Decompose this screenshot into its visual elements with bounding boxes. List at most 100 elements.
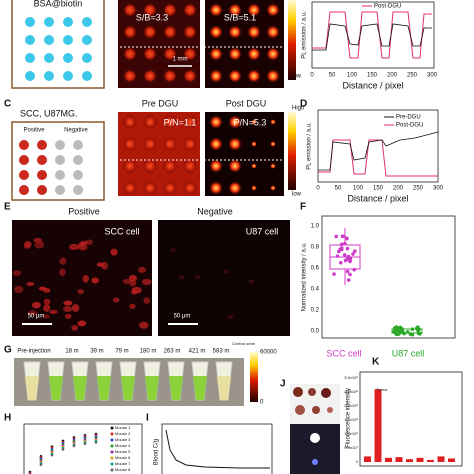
cell bbox=[112, 297, 120, 303]
urine bbox=[73, 376, 87, 400]
dot bbox=[25, 71, 35, 81]
panel-label: K bbox=[372, 357, 380, 368]
spot bbox=[123, 47, 137, 61]
point bbox=[346, 278, 351, 282]
spot bbox=[163, 3, 177, 17]
point bbox=[39, 463, 43, 466]
colorbar-label: low bbox=[292, 74, 302, 80]
cell bbox=[139, 321, 149, 329]
y-tick-label: 2.0x10⁸ bbox=[344, 403, 358, 408]
cell bbox=[38, 286, 47, 291]
spot bbox=[163, 181, 177, 195]
point bbox=[415, 325, 420, 329]
spot bbox=[183, 159, 197, 173]
cell bbox=[129, 303, 136, 310]
legend-label: Post-DGU bbox=[374, 4, 401, 10]
spot bbox=[209, 115, 223, 129]
cell bbox=[248, 279, 255, 284]
spot bbox=[251, 185, 257, 191]
dot bbox=[55, 170, 65, 180]
point bbox=[348, 258, 353, 263]
organ bbox=[327, 407, 333, 413]
legend-swatch bbox=[110, 438, 114, 442]
negative-label: Negative bbox=[197, 206, 233, 216]
point bbox=[353, 249, 357, 253]
dot bbox=[55, 185, 65, 195]
x-tick-label: 100 bbox=[347, 73, 358, 79]
axes bbox=[317, 109, 439, 183]
cells bbox=[12, 237, 255, 331]
cell bbox=[227, 315, 234, 320]
cell bbox=[59, 268, 66, 277]
cyan-dots bbox=[25, 17, 92, 81]
spot bbox=[270, 119, 276, 125]
y-tick-label: 2.5x10⁸ bbox=[344, 389, 358, 394]
panel-label: H bbox=[4, 413, 11, 424]
dot bbox=[19, 155, 29, 165]
spot bbox=[163, 25, 177, 39]
time-label: 39 m bbox=[90, 349, 103, 355]
spot bbox=[228, 137, 242, 151]
legend-label: Mouse 3 bbox=[115, 437, 131, 442]
panel-title: SCC, U87MG. bbox=[20, 108, 78, 118]
y-axis-label: Blood C/g bbox=[154, 439, 160, 465]
spot bbox=[143, 115, 157, 129]
bar bbox=[448, 458, 455, 462]
urine bbox=[145, 376, 159, 400]
cell bbox=[43, 298, 51, 305]
legend-swatch bbox=[110, 462, 114, 466]
spot bbox=[251, 141, 257, 147]
spot bbox=[123, 159, 137, 173]
category-label: SCC cell bbox=[326, 348, 361, 358]
y-axis-label: Fluorescence intensity bbox=[346, 388, 352, 448]
time-label: 79 m bbox=[115, 349, 128, 355]
bar bbox=[416, 457, 424, 462]
cell bbox=[110, 248, 118, 256]
x-tick-label: 250 bbox=[407, 73, 418, 79]
post-dgu-curve bbox=[312, 11, 432, 59]
cell bbox=[71, 304, 80, 312]
cell bbox=[91, 277, 100, 284]
x-tick-label: 50 bbox=[335, 186, 342, 192]
legend-label: Mouse 5 bbox=[115, 449, 131, 454]
legend-label: Mouse 1 bbox=[115, 425, 131, 430]
dot bbox=[37, 140, 47, 150]
point bbox=[61, 448, 65, 451]
blood-curve bbox=[165, 429, 270, 469]
urine bbox=[49, 376, 63, 400]
array-title: BSA@biotin bbox=[34, 0, 83, 8]
spot bbox=[143, 25, 157, 39]
axes bbox=[161, 423, 273, 474]
spot bbox=[143, 3, 157, 17]
cell bbox=[12, 270, 22, 276]
x-tick-label: 150 bbox=[373, 186, 384, 192]
panel-label: F bbox=[300, 202, 306, 213]
spot bbox=[183, 137, 197, 151]
cell bbox=[49, 309, 58, 315]
cell-dots bbox=[19, 140, 83, 195]
point bbox=[393, 330, 398, 334]
cell bbox=[138, 266, 146, 273]
y-axis-label: Normalized intensity / a.u. bbox=[302, 242, 308, 311]
spot bbox=[251, 163, 257, 169]
colorbar bbox=[250, 352, 258, 402]
control-label: Control urine bbox=[232, 341, 256, 346]
panel-label: I bbox=[146, 413, 149, 424]
spot bbox=[228, 69, 242, 83]
legend-label: Post-DGU bbox=[396, 123, 423, 129]
pn-label: P/N=1.1 bbox=[164, 117, 197, 127]
cell bbox=[142, 278, 152, 286]
x-tick-label: 300 bbox=[433, 186, 444, 192]
dot bbox=[19, 170, 29, 180]
dot bbox=[37, 155, 47, 165]
cell bbox=[63, 306, 73, 313]
legend-swatch bbox=[110, 456, 114, 460]
panel-label: C bbox=[4, 99, 11, 110]
dot bbox=[63, 71, 73, 81]
cell bbox=[143, 297, 151, 304]
spot bbox=[183, 25, 197, 39]
urine bbox=[97, 376, 111, 400]
spot bbox=[143, 159, 157, 173]
point bbox=[410, 327, 415, 332]
bar bbox=[427, 459, 434, 462]
